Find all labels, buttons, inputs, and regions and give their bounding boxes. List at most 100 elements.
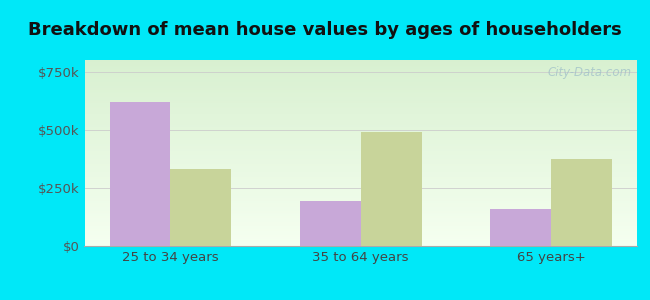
- Bar: [84, 54, 637, 240]
- Bar: [84, 0, 637, 79]
- Bar: [84, 0, 637, 184]
- Bar: [84, 0, 637, 153]
- Bar: [84, 0, 637, 162]
- Bar: [84, 0, 637, 140]
- Bar: [84, 0, 637, 133]
- Bar: [84, 0, 637, 105]
- Bar: [84, 36, 637, 222]
- Bar: [170, 169, 231, 246]
- Bar: [84, 0, 637, 99]
- Bar: [84, 6, 637, 192]
- Bar: [84, 0, 637, 164]
- Bar: [84, 0, 637, 123]
- Bar: [84, 0, 637, 80]
- Bar: [84, 0, 637, 68]
- Bar: [84, 21, 637, 207]
- Bar: [84, 40, 637, 226]
- Bar: [84, 58, 637, 244]
- Bar: [84, 15, 637, 201]
- Bar: [84, 0, 637, 122]
- Bar: [84, 0, 637, 142]
- Bar: [84, 0, 637, 129]
- Bar: [84, 0, 637, 144]
- Bar: [84, 0, 637, 75]
- Bar: [84, 0, 637, 157]
- Bar: [84, 0, 637, 147]
- Bar: [84, 23, 637, 209]
- Bar: [84, 0, 637, 77]
- Bar: [84, 0, 637, 82]
- Bar: [361, 132, 422, 246]
- Bar: [84, 2, 637, 188]
- Bar: [84, 56, 637, 242]
- Bar: [84, 0, 637, 175]
- Bar: [84, 0, 637, 106]
- Bar: [84, 32, 637, 218]
- Bar: [84, 34, 637, 220]
- Bar: [84, 0, 637, 134]
- Bar: [84, 0, 637, 73]
- Bar: [84, 0, 637, 84]
- Bar: [84, 14, 637, 200]
- Bar: [84, 0, 637, 116]
- Bar: [84, 0, 637, 92]
- Bar: [84, 4, 637, 190]
- Bar: [84, 0, 637, 62]
- Bar: [84, 0, 637, 177]
- Bar: [84, 0, 637, 103]
- Bar: [84, 0, 637, 108]
- Bar: [84, 0, 637, 112]
- Bar: [84, 52, 637, 239]
- Bar: [84, 0, 637, 149]
- Bar: [84, 47, 637, 233]
- Bar: [84, 19, 637, 205]
- Bar: [84, 51, 637, 237]
- Bar: [84, 0, 637, 125]
- Text: Breakdown of mean house values by ages of householders: Breakdown of mean house values by ages o…: [28, 21, 622, 39]
- Bar: [84, 0, 637, 69]
- Bar: [490, 209, 551, 246]
- Text: City-Data.com: City-Data.com: [547, 66, 632, 79]
- Bar: [84, 0, 637, 90]
- Bar: [84, 0, 637, 160]
- Bar: [84, 0, 637, 181]
- Bar: [84, 26, 637, 212]
- Bar: [84, 41, 637, 227]
- Bar: [84, 28, 637, 214]
- Bar: [84, 45, 637, 231]
- Bar: [84, 0, 637, 172]
- Bar: [84, 0, 637, 179]
- Bar: [84, 0, 637, 95]
- Bar: [84, 0, 637, 173]
- Bar: [300, 201, 361, 246]
- Bar: [84, 0, 637, 119]
- Bar: [84, 0, 637, 127]
- Bar: [84, 0, 637, 151]
- Bar: [84, 30, 637, 216]
- Bar: [84, 25, 637, 211]
- Bar: [84, 8, 637, 194]
- Bar: [84, 0, 637, 88]
- Bar: [84, 17, 637, 203]
- Bar: [84, 43, 637, 229]
- Bar: [84, 0, 637, 64]
- Bar: [84, 0, 637, 146]
- Bar: [84, 0, 637, 155]
- Bar: [84, 49, 637, 235]
- Bar: [84, 12, 637, 198]
- Bar: [84, 10, 637, 196]
- Bar: [84, 0, 637, 66]
- Bar: [551, 159, 612, 246]
- Bar: [84, 0, 637, 86]
- Bar: [110, 102, 170, 246]
- Bar: [84, 0, 637, 159]
- Bar: [84, 0, 637, 114]
- Bar: [84, 60, 637, 246]
- Bar: [84, 0, 637, 166]
- Bar: [84, 0, 637, 138]
- Bar: [84, 0, 637, 110]
- Bar: [84, 1, 637, 187]
- Bar: [84, 0, 637, 131]
- Bar: [84, 0, 637, 136]
- Bar: [84, 0, 637, 97]
